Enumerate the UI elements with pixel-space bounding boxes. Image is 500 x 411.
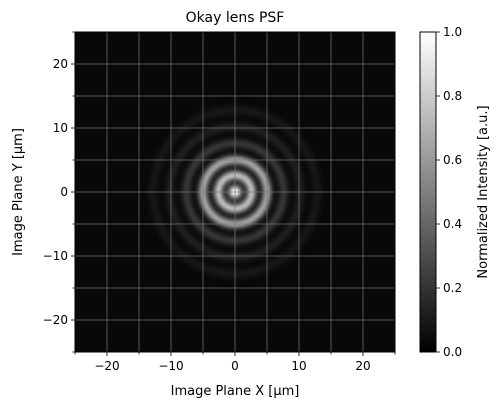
colorbar-tick-label: 0.0 <box>443 345 462 359</box>
colorbar-ticks: 0.0 0.2 0.4 0.6 0.8 1.0 <box>436 25 462 359</box>
colorbar-tick-label: 0.4 <box>443 217 462 231</box>
grid-lines <box>74 31 396 353</box>
colorbar-tick-label: 0.2 <box>443 281 462 295</box>
x-tick-label: 20 <box>355 359 370 373</box>
y-axis: −20 −10 0 10 20 <box>43 31 75 353</box>
x-axis-label: Image Plane X [μm] <box>171 384 300 399</box>
y-tick-label: 0 <box>60 185 68 199</box>
y-tick-label: −10 <box>43 249 68 263</box>
colorbar-bar <box>419 31 437 353</box>
colorbar-tick-label: 0.6 <box>443 153 462 167</box>
colorbar: 0.0 0.2 0.4 0.6 0.8 1.0 Normalized Intensity … <box>419 25 491 359</box>
y-tick-label: −20 <box>43 313 68 327</box>
y-tick-label: 20 <box>53 57 68 71</box>
colorbar-tick-label: 0.8 <box>443 89 462 103</box>
x-tick-label: 0 <box>231 359 239 373</box>
y-tick-label: 10 <box>53 121 68 135</box>
plot-area <box>74 31 396 353</box>
y-axis-label: Image Plane Y [μm] <box>11 128 26 256</box>
colorbar-label: Normalized Intensity [a.u.] <box>476 105 491 278</box>
x-axis: −20 −10 0 10 20 <box>74 352 396 373</box>
colorbar-tick-label: 1.0 <box>443 25 462 39</box>
chart-title: Okay lens PSF <box>186 10 285 26</box>
x-tick-label: 10 <box>291 359 306 373</box>
x-tick-label: −20 <box>94 359 119 373</box>
x-tick-label: −10 <box>158 359 183 373</box>
